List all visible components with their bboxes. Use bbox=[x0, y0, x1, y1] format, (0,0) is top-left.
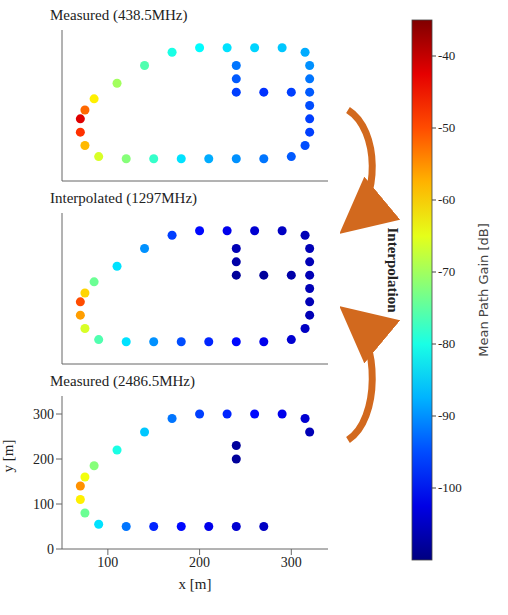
svg-text:100: 100 bbox=[97, 555, 118, 570]
svg-text:200: 200 bbox=[189, 555, 210, 570]
svg-text:0: 0 bbox=[47, 542, 54, 557]
svg-text:-90: -90 bbox=[438, 408, 455, 423]
svg-text:-50: -50 bbox=[438, 120, 455, 135]
svg-text:-80: -80 bbox=[438, 336, 455, 351]
html-text:Interpolated (1297MHz): Interpolated (1297MHz) bbox=[50, 190, 197, 206]
svg-text:300: 300 bbox=[33, 407, 54, 422]
svg-text:-70: -70 bbox=[438, 264, 455, 279]
svg-text:x [m]: x [m] bbox=[179, 576, 212, 592]
svg-text:y [m]: y [m] bbox=[0, 440, 16, 473]
svg-text:100: 100 bbox=[33, 497, 54, 512]
svg-text:-100: -100 bbox=[438, 480, 462, 495]
svg-text:Interpolation: Interpolation bbox=[385, 227, 400, 313]
html-text:Measured (438.5MHz): Measured (438.5MHz) bbox=[50, 7, 188, 23]
svg-text:Mean Path Gain [dB]: Mean Path Gain [dB] bbox=[476, 223, 491, 357]
svg-text:200: 200 bbox=[33, 452, 54, 467]
svg-text:-60: -60 bbox=[438, 192, 455, 207]
svg-text:-40: -40 bbox=[438, 48, 455, 63]
html-text:Measured (2486.5MHz): Measured (2486.5MHz) bbox=[50, 373, 195, 389]
svg-text:300: 300 bbox=[281, 555, 302, 570]
